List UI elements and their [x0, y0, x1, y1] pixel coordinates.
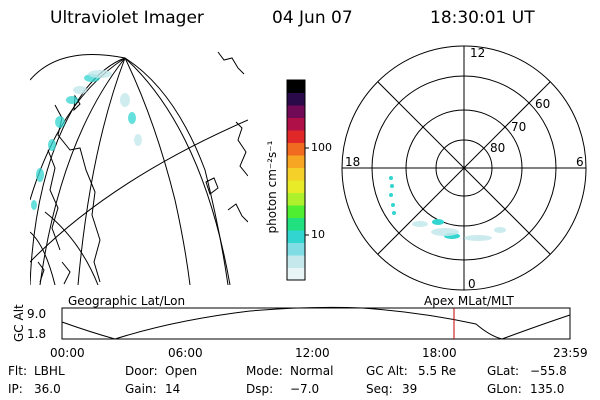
colorbar-segment — [287, 230, 305, 243]
colorbar-segment — [287, 105, 305, 118]
info-glon-value: 135.0 — [530, 382, 565, 396]
info-dsp-value: −7.0 — [290, 382, 320, 396]
info-glon-label: GLon: — [487, 382, 522, 396]
info-gcalt-label: GC Alt: — [366, 364, 408, 378]
colorbar-segment — [287, 217, 305, 231]
timeline-x-tick-0600: 06:00 — [168, 346, 203, 360]
colorbar-segment — [287, 167, 305, 181]
colorbar-segment — [287, 180, 305, 193]
timeline-left-title: Geographic Lat/Lon — [68, 294, 186, 308]
polar-lat-80: 80 — [490, 141, 506, 155]
info-gain-value: 14 — [165, 382, 181, 396]
colorbar-segment — [287, 155, 305, 168]
info-door-value: Open — [165, 364, 198, 378]
info-seq-value: 39 — [402, 382, 418, 396]
date-label: 04 Jun 07 — [272, 8, 353, 28]
colorbar-tick-10: 10 — [311, 228, 325, 241]
info-glat-value: −55.8 — [530, 364, 567, 378]
instrument-title: Ultraviolet Imager — [50, 8, 204, 28]
colorbar-segment — [287, 192, 305, 206]
info-mode-value: Normal — [290, 364, 334, 378]
polar-label-noon: 12 — [470, 46, 486, 60]
colorbar-segment — [287, 242, 305, 256]
colorbar-segment — [287, 205, 305, 218]
colorbar-segment — [287, 267, 305, 281]
colorbar-segment — [287, 80, 305, 93]
info-mode-label: Mode: — [246, 364, 283, 378]
colorbar-tick-100: 100 — [311, 141, 332, 154]
timeline-right-title: Apex MLat/MLT — [424, 294, 514, 308]
timeline-y-tick-top: 9.0 — [27, 307, 47, 321]
info-flt-label: Flt: — [8, 364, 27, 378]
timeline-y-tick-bottom: 1.8 — [27, 327, 47, 341]
polar-lat-70: 70 — [511, 120, 527, 134]
polar-label-dusk: 18 — [345, 155, 361, 169]
info-glat-label: GLat: — [487, 364, 520, 378]
timeline-x-tick-2359: 23:59 — [553, 346, 588, 360]
colorbar-segment — [287, 117, 305, 131]
colorbar-segment — [287, 130, 305, 143]
polar-label-midnight: 0 — [468, 277, 476, 291]
info-gcalt-value: 5.5 Re — [418, 364, 457, 378]
info-dsp-label: Dsp: — [246, 382, 274, 396]
colorbar-segment — [287, 92, 305, 106]
timeline-x-tick-0000: 00:00 — [50, 346, 85, 360]
timeline-x-tick-1200: 12:00 — [295, 346, 330, 360]
timeline-x-tick-1800: 18:00 — [422, 346, 457, 360]
info-ip-value: 36.0 — [34, 382, 61, 396]
info-flt-value: LBHL — [34, 364, 65, 378]
colorbar-segment — [287, 255, 305, 268]
info-ip-label: IP: — [8, 382, 23, 396]
info-seq-label: Seq: — [366, 382, 393, 396]
polar-label-dawn: 6 — [576, 155, 584, 169]
info-door-label: Door: — [125, 364, 158, 378]
polar-lat-60: 60 — [535, 97, 551, 111]
info-gain-label: Gain: — [125, 382, 157, 396]
time-label: 18:30:01 UT — [430, 8, 535, 28]
colorbar-segment — [287, 142, 305, 156]
